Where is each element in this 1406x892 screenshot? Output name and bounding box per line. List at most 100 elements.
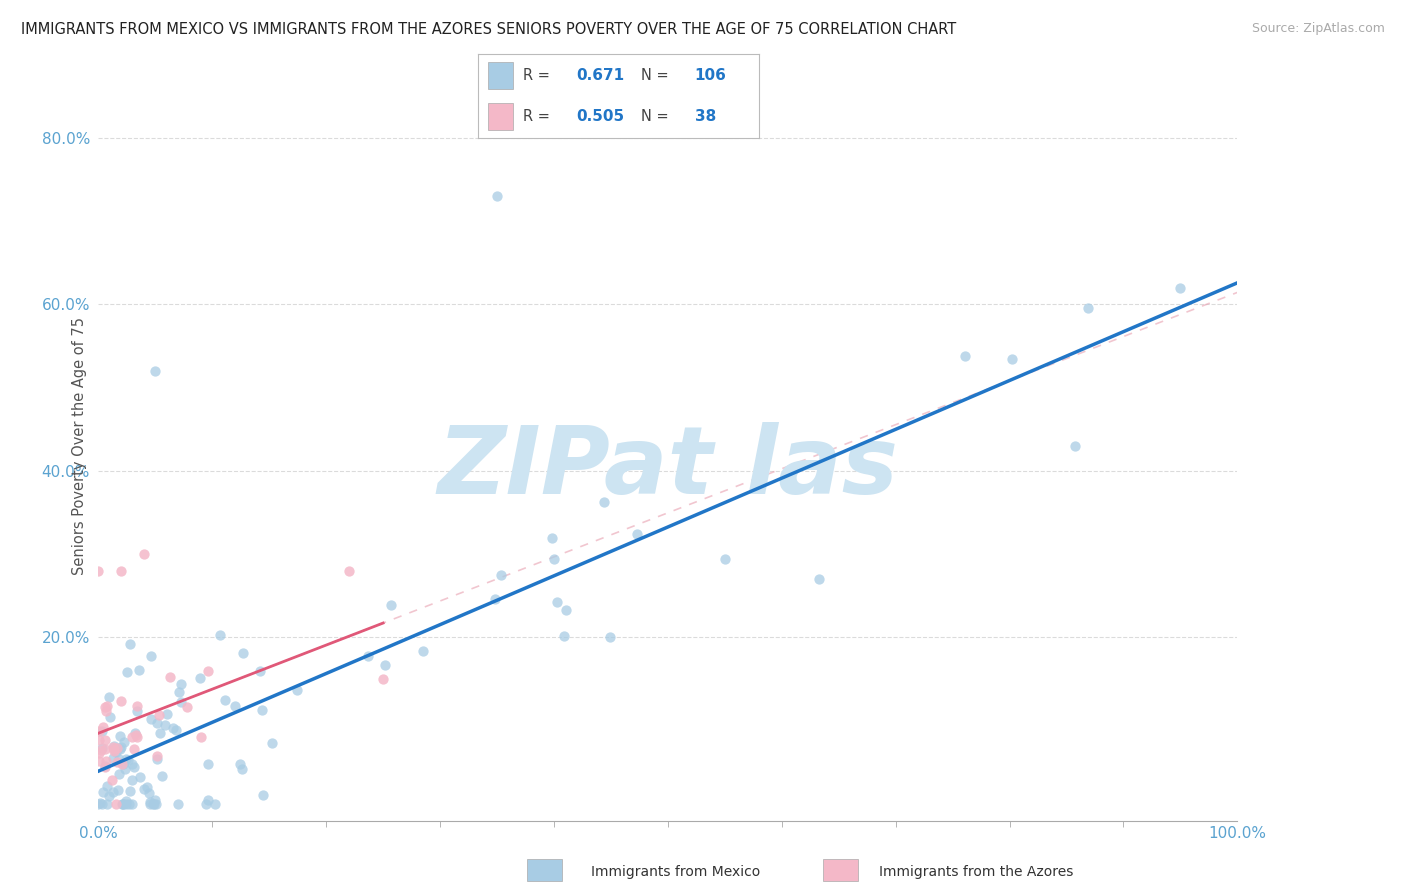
- Point: [115, 797, 138, 811]
- Point: [491, 568, 513, 582]
- Point: [120, 636, 142, 650]
- Point: [108, 729, 131, 743]
- Point: [149, 726, 172, 740]
- Point: [142, 797, 165, 811]
- Text: N =: N =: [641, 109, 673, 124]
- Point: [166, 797, 188, 811]
- Point: [713, 551, 735, 566]
- Point: [87, 797, 110, 811]
- Point: [121, 773, 143, 788]
- Point: [96, 797, 118, 811]
- Point: [285, 682, 308, 697]
- Point: [125, 699, 148, 714]
- Point: [89, 742, 111, 756]
- Point: [153, 718, 176, 732]
- Point: [955, 349, 977, 363]
- Point: [108, 767, 131, 781]
- Point: [139, 795, 162, 809]
- Point: [541, 531, 564, 545]
- Point: [89, 746, 111, 760]
- Point: [111, 797, 134, 811]
- Point: [101, 772, 124, 787]
- Point: [599, 631, 621, 645]
- Point: [224, 698, 246, 713]
- Point: [1064, 439, 1087, 453]
- Point: [412, 644, 434, 658]
- Point: [146, 716, 169, 731]
- Point: [593, 495, 616, 509]
- Text: Immigrants from the Azores: Immigrants from the Azores: [879, 865, 1073, 880]
- Text: IMMIGRANTS FROM MEXICO VS IMMIGRANTS FROM THE AZORES SENIORS POVERTY OVER THE AG: IMMIGRANTS FROM MEXICO VS IMMIGRANTS FRO…: [21, 22, 956, 37]
- Point: [94, 742, 117, 756]
- Point: [188, 671, 211, 685]
- Point: [250, 703, 273, 717]
- Point: [122, 742, 145, 756]
- Text: R =: R =: [523, 68, 554, 83]
- Point: [136, 780, 159, 794]
- Point: [91, 719, 114, 733]
- Point: [195, 797, 218, 811]
- Point: [110, 741, 132, 756]
- Point: [626, 527, 648, 541]
- Point: [357, 649, 380, 664]
- Point: [214, 693, 236, 707]
- Point: [121, 730, 143, 744]
- Point: [89, 733, 111, 747]
- Point: [808, 572, 831, 586]
- Point: [162, 721, 184, 735]
- Point: [110, 740, 132, 755]
- Point: [110, 694, 132, 708]
- Point: [114, 762, 136, 776]
- Point: [165, 723, 187, 738]
- Point: [90, 723, 112, 738]
- Point: [159, 670, 181, 684]
- Point: [150, 769, 173, 783]
- Point: [167, 685, 190, 699]
- Text: Source: ZipAtlas.com: Source: ZipAtlas.com: [1251, 22, 1385, 36]
- Point: [232, 646, 254, 660]
- Point: [229, 757, 252, 772]
- Point: [115, 794, 138, 808]
- Point: [94, 700, 117, 714]
- Point: [1170, 281, 1192, 295]
- Point: [121, 756, 143, 771]
- Point: [138, 786, 160, 800]
- Y-axis label: Seniors Poverty Over the Age of 75: Seniors Poverty Over the Age of 75: [72, 317, 87, 575]
- Point: [125, 731, 148, 745]
- Point: [252, 788, 274, 802]
- Point: [96, 698, 118, 713]
- Point: [98, 710, 121, 724]
- Text: R =: R =: [523, 109, 554, 124]
- Point: [543, 551, 565, 566]
- Point: [337, 564, 360, 578]
- Point: [141, 649, 163, 664]
- Text: 106: 106: [695, 68, 727, 83]
- Point: [249, 664, 271, 678]
- Point: [197, 757, 219, 772]
- Point: [209, 628, 232, 642]
- Text: 38: 38: [695, 109, 716, 124]
- Point: [112, 734, 135, 748]
- Text: 0.505: 0.505: [576, 109, 624, 124]
- Point: [156, 706, 179, 721]
- Point: [103, 744, 125, 758]
- Point: [98, 690, 121, 705]
- Point: [127, 704, 149, 718]
- Point: [114, 752, 136, 766]
- Point: [148, 707, 170, 722]
- Point: [107, 783, 129, 797]
- Point: [91, 785, 114, 799]
- Point: [87, 564, 110, 578]
- Point: [105, 740, 128, 755]
- Point: [132, 547, 155, 561]
- Point: [124, 726, 146, 740]
- Point: [125, 728, 148, 742]
- Point: [118, 797, 141, 811]
- Point: [117, 753, 139, 767]
- Point: [101, 750, 124, 764]
- Point: [105, 756, 128, 770]
- Point: [1001, 351, 1024, 366]
- Point: [105, 797, 128, 811]
- Point: [145, 797, 167, 811]
- Point: [170, 695, 193, 709]
